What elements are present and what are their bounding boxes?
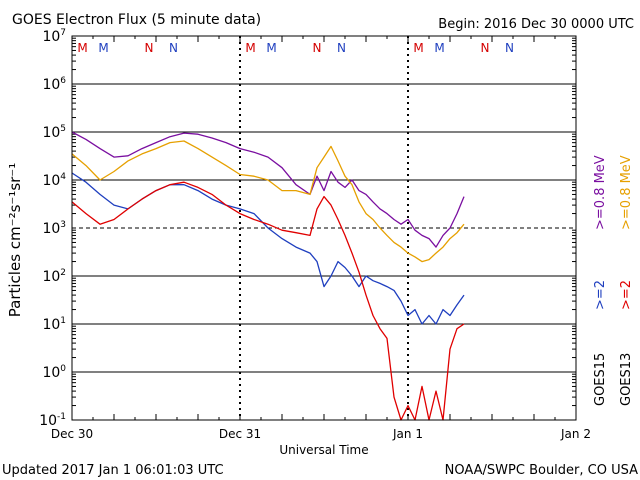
y-tick-label: 104 (42, 172, 66, 189)
series-line-4 (71, 181, 465, 421)
y-tick-label: 107 (42, 28, 66, 45)
event-marker: M (98, 41, 108, 55)
legend-goes13-08mev: >=0.8 MeV (619, 155, 634, 230)
x-tick-label: Jan 1 (392, 427, 423, 441)
y-tick-label: 101 (42, 316, 66, 333)
y-tick-label: 102 (42, 268, 66, 285)
y-tick-label: 105 (42, 124, 66, 141)
event-marker: N (169, 41, 178, 55)
begin-date: Begin: 2016 Dec 30 0000 UTC (438, 17, 634, 32)
event-marker: M (413, 41, 423, 55)
legend-goes13-label: GOES13 (619, 353, 634, 406)
event-marker: N (313, 41, 322, 55)
plot-area (71, 35, 577, 421)
y-tick-label: 106 (42, 76, 66, 93)
x-tick-label-layer: Dec 30 Dec 31 Jan 1 Jan 2 (51, 427, 591, 441)
series-line-1 (71, 131, 465, 248)
event-marker: N (145, 41, 154, 55)
event-marker: M (77, 41, 87, 55)
footer-credit: NOAA/SWPC Boulder, CO USA (445, 463, 638, 478)
event-marker: N (337, 41, 346, 55)
footer-updated: Updated 2017 Jan 1 06:01:03 UTC (2, 463, 224, 478)
y-tick-label: 103 (42, 220, 66, 237)
grid-layer (72, 36, 576, 420)
y-axis-label: Particles cm⁻²s⁻¹sr⁻¹ (6, 163, 24, 317)
x-tick-label: Dec 31 (219, 427, 261, 441)
event-marker: N (505, 41, 514, 55)
event-marker: M (245, 41, 255, 55)
x-axis-label: Universal Time (279, 443, 368, 457)
series-line-2 (71, 140, 465, 263)
legend: GOES13 >=2 >=0.8 MeV (619, 155, 634, 406)
series-layer (71, 131, 465, 421)
event-marker: M (266, 41, 276, 55)
y-tick-label: 100 (42, 364, 66, 381)
event-marker: M (434, 41, 444, 55)
legend-goes15-label: GOES15 (593, 353, 608, 406)
series-line-3 (71, 172, 465, 325)
x-tick-label: Dec 30 (51, 427, 93, 441)
legend-goes15-2mev: >=2 (593, 280, 608, 310)
x-tick-label: Jan 2 (560, 427, 591, 441)
legend-goes15-08mev: >=0.8 MeV (593, 155, 608, 230)
chart-title: GOES Electron Flux (5 minute data) (12, 12, 261, 28)
legend: GOES15 >=2 >=0.8 MeV (593, 155, 608, 406)
event-marker: N (481, 41, 490, 55)
legend-goes13-2mev: >=2 (619, 280, 634, 310)
